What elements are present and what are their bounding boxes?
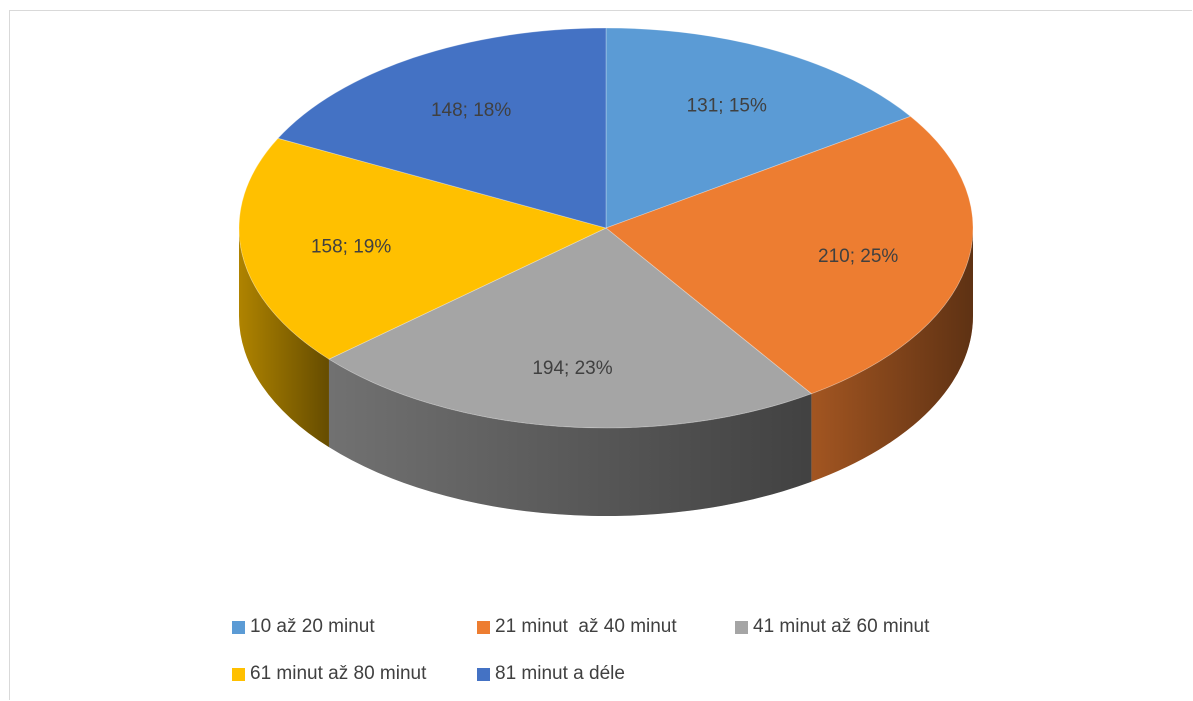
pie-slice-side-shading xyxy=(239,228,329,448)
data-label: 148; 18% xyxy=(431,100,511,121)
legend-label: 21 minut až 40 minut xyxy=(495,616,677,637)
legend-swatch xyxy=(477,620,490,634)
legend-item: 61 minut až 80 minut xyxy=(232,663,477,685)
legend-swatch xyxy=(232,620,245,634)
pie-slice xyxy=(277,27,607,229)
data-label: 131; 15% xyxy=(687,95,767,116)
legend-label: 41 minut až 60 minut xyxy=(753,616,930,637)
legend-item: 21 minut až 40 minut xyxy=(477,616,735,638)
legend-item: 81 minut a déle xyxy=(477,663,625,685)
pie-slice xyxy=(238,137,608,360)
data-label: 210; 25% xyxy=(818,246,898,267)
legend-label: 61 minut až 80 minut xyxy=(250,663,427,684)
data-label: 194; 23% xyxy=(532,358,612,379)
data-label: 158; 19% xyxy=(311,236,391,257)
pie-chart: 131; 15% 210; 25% 194; 23% 158; 19% 148; 18% xyxy=(238,27,974,516)
legend-row-1: 10 až 20 minut 21 minut až 40 minut 41 m… xyxy=(232,614,929,640)
legend-item: 10 až 20 minut xyxy=(232,616,477,638)
legend-label: 81 minut a déle xyxy=(495,663,625,684)
legend-label: 10 až 20 minut xyxy=(250,616,375,637)
legend-swatch xyxy=(735,620,748,634)
pie-slice-side-shading xyxy=(811,228,973,482)
legend-swatch xyxy=(232,667,245,681)
pie-slice xyxy=(605,115,974,395)
chart-area xyxy=(9,10,1192,700)
legend-item: 41 minut až 60 minut xyxy=(735,616,929,638)
pie-slice xyxy=(605,27,912,229)
legend-swatch xyxy=(477,667,490,681)
legend-row-2: 61 minut až 80 minut 81 minut a déle xyxy=(232,661,625,687)
pie-slice xyxy=(328,227,813,429)
pie-slice-side-shading xyxy=(328,359,812,516)
